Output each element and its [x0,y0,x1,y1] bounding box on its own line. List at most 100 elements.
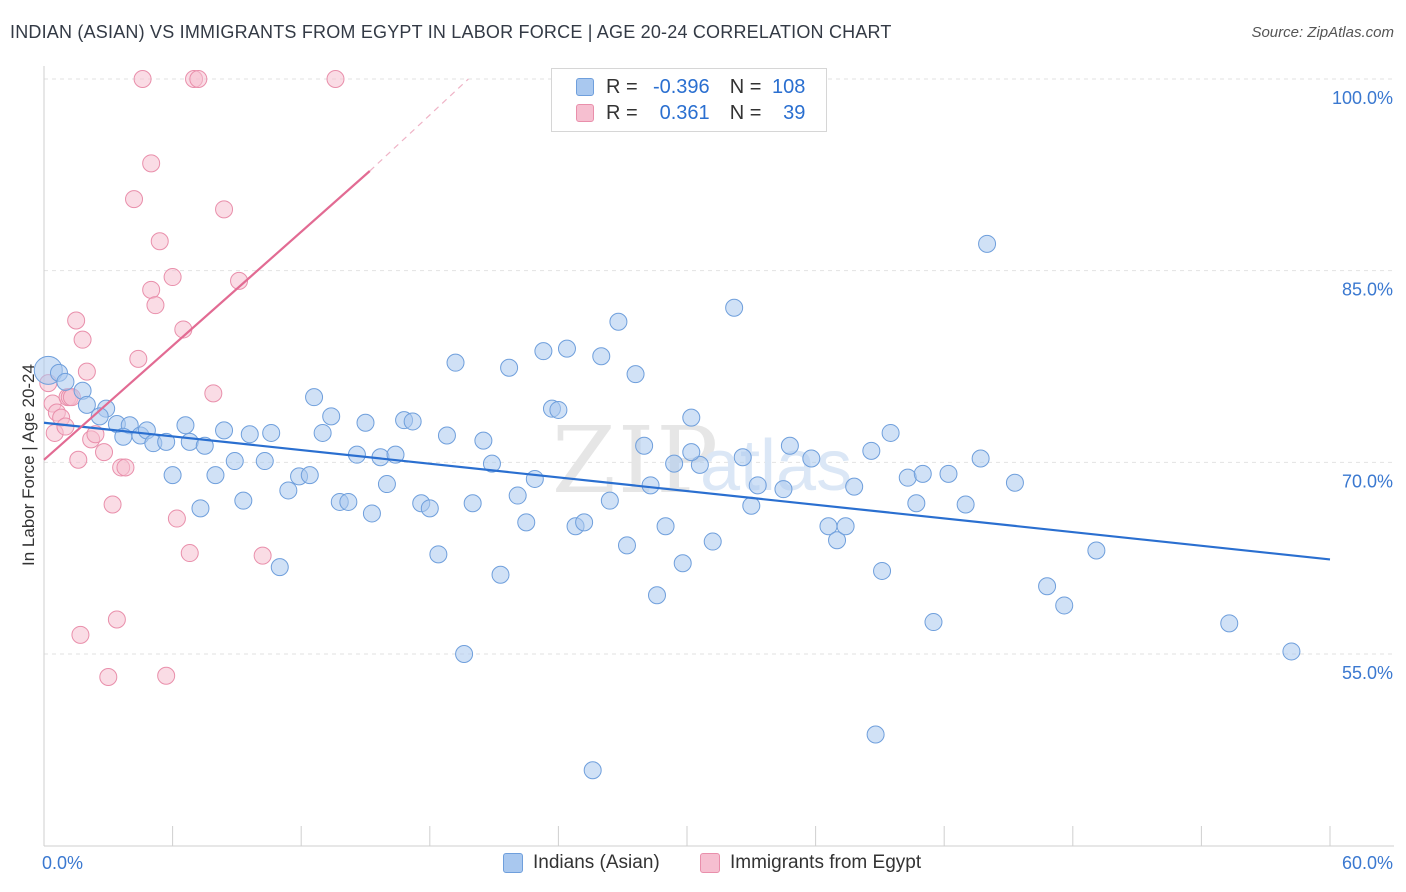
egypt-point [204,384,223,403]
indian-point [635,436,654,455]
indian-point [682,443,701,462]
indian-point [279,481,298,500]
egypt-point [163,268,182,287]
indian-point [575,513,594,532]
indian-point [665,454,684,473]
egypt-trend-line [43,170,371,461]
indian-point [907,494,926,513]
chart-title: INDIAN (ASIAN) VS IMMIGRANTS FROM EGYPT … [10,22,892,42]
indian-point [845,477,864,496]
indian-point [403,412,422,431]
y-tick-label: 55.0% [1342,663,1393,683]
indian-point [313,423,332,442]
indian-point [305,388,324,407]
indian-point [420,499,439,518]
egypt-point [167,509,186,528]
indian-point [300,466,319,485]
indian-point [549,400,568,419]
legend-item-egypt: Immigrants from Egypt [700,852,921,874]
indian-point [641,476,660,495]
egypt-point [69,450,88,469]
indian-point [748,476,767,495]
indian-point [939,464,958,483]
tick-labels: 55.0% 70.0% 85.0% 100.0% 0.0% 60.0% [42,88,1393,873]
egypt-point [129,349,148,368]
indian-point [924,613,943,632]
blue-swatch-icon [503,853,523,873]
indian-point [862,441,881,460]
indian-point [356,413,375,432]
indian-point [1055,596,1074,615]
indian-point [1087,541,1106,560]
indian-point [500,358,519,377]
indian-point [656,517,675,536]
indian-point [913,464,932,483]
indian-point [176,416,195,435]
egypt-point [67,311,86,330]
blue-swatch-icon [576,78,594,96]
egypt-point [189,70,208,88]
indian-point [673,554,692,573]
indian-point [517,513,536,532]
egypt-trend-extension [369,78,469,172]
legend-row-egypt: R = 0.361 N = 39 [576,101,805,125]
egypt-point [215,200,234,219]
indian-point [77,395,96,414]
egypt-points [39,70,345,686]
egypt-point [157,666,176,685]
egypt-point [116,458,135,477]
x-tick-label: 60.0% [1342,853,1393,873]
indian-point [206,466,225,485]
egypt-point [142,154,161,173]
indian-point [828,531,847,550]
indian-point [1038,577,1057,596]
indian-point [215,421,234,440]
indian-point [163,466,182,485]
indian-point [90,407,109,426]
indian-point [429,545,448,564]
egypt-point [133,70,152,88]
x-tick-label: 0.0% [42,853,83,873]
indian-point [873,561,892,580]
egypt-point [77,362,96,381]
indian-point [617,536,636,555]
indian-point [682,408,701,427]
indian-point [339,492,358,511]
n-value-indians: 108 [772,75,806,98]
indian-point [971,449,990,468]
indian-point [262,423,281,442]
indian-point [898,468,917,487]
n-value-egypt: 39 [783,101,806,124]
y-tick-label: 70.0% [1342,471,1393,491]
indian-point [703,532,722,551]
indian-point [600,491,619,510]
indian-point [234,491,253,510]
indian-point [836,517,855,536]
egypt-point [103,495,122,514]
stats-legend: R = -0.396 N = 108 R = 0.361 N = 39 [551,68,827,132]
legend-row-indians: R = -0.396 N = 108 [576,75,805,99]
indian-point [626,365,645,384]
indian-point [1220,614,1239,633]
indian-point [322,407,341,426]
egypt-point [142,280,161,299]
axes [43,66,1394,847]
y-axis-label: In Labor Force | Age 20-24 [19,364,38,566]
r-value-indians: -0.396 [652,75,710,98]
egypt-point [146,296,165,315]
indian-point [157,432,176,451]
legend-item-indians: Indians (Asian) [503,852,660,874]
indian-point [881,423,900,442]
indian-point [255,452,274,471]
indian-point [534,342,553,361]
y-tick-label: 100.0% [1332,88,1393,108]
indian-point [733,448,752,467]
indian-point [455,645,474,663]
indian-point [725,298,744,317]
indian-point [191,499,210,518]
egypt-point [73,330,92,349]
indian-point [866,725,885,744]
indian-point [956,495,975,514]
egypt-point [125,190,144,209]
